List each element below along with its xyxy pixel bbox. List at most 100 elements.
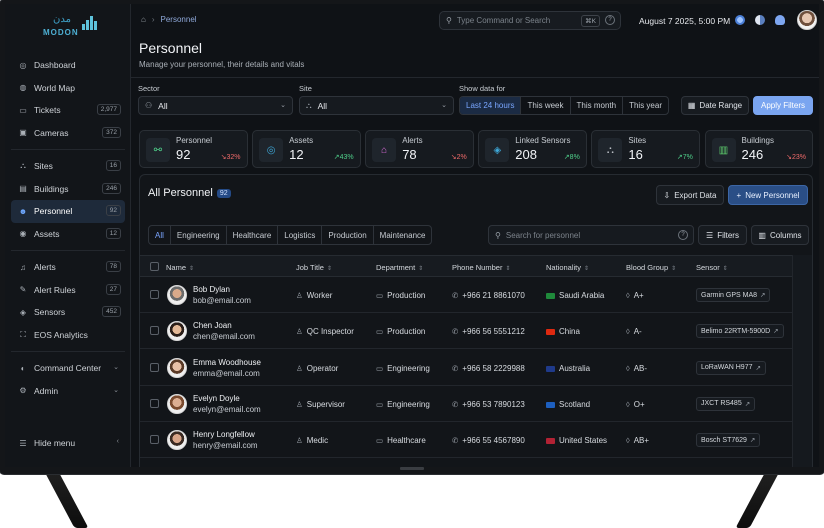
tab-healthcare[interactable]: Healthcare <box>227 226 279 244</box>
column-header-name[interactable]: Name ⇕ <box>166 263 194 272</box>
filters-button[interactable]: ☰ Filters <box>698 225 747 245</box>
tab-production[interactable]: Production <box>322 226 374 244</box>
personnel-search-input[interactable]: ⚲ Search for personnel ? <box>488 225 694 245</box>
row-checkbox[interactable] <box>150 398 159 408</box>
columns-button[interactable]: ▥ Columns <box>751 225 809 245</box>
kpi-card-alerts[interactable]: ⌂ Alerts 78 ↘2% <box>365 130 474 168</box>
department: Healthcare <box>387 436 426 446</box>
kpi-card-sites[interactable]: ⛬ Sites 16 ↗7% <box>591 130 700 168</box>
topbar: ⌂ › Personnel ⚲ Type Command or Search ⌘… <box>131 4 819 36</box>
person-name[interactable]: Evelyn Doyle <box>193 393 240 403</box>
command-search-input[interactable]: ⚲ Type Command or Search ⌘K ? <box>439 11 621 30</box>
help-icon[interactable]: ? <box>605 15 615 25</box>
building-icon: ▤ <box>19 184 27 194</box>
hide-menu-button[interactable]: ☰ Hide menu ‹ <box>11 432 125 455</box>
sort-icon: ⇕ <box>505 266 511 272</box>
sidebar-item-tickets[interactable]: ▭ Tickets 2,977 <box>11 99 125 122</box>
kpi-label: Buildings <box>741 136 774 145</box>
sidebar-item-sensors[interactable]: ◈ Sensors 452 <box>11 301 125 324</box>
user-avatar[interactable] <box>797 10 817 30</box>
person-name[interactable]: Bob Dylan <box>193 285 230 294</box>
export-data-button[interactable]: ⇩ Export Data <box>656 185 724 205</box>
help-icon[interactable]: ? <box>678 230 688 240</box>
flag-icon <box>546 293 555 299</box>
sidebar-item-eos-analytics[interactable]: ⛶ EOS Analytics <box>11 324 125 347</box>
kpi-card-personnel[interactable]: ⚯ Personnel 92 ↘32% <box>139 130 248 168</box>
table-row[interactable]: Bob Dylan bob@email.com ♙ Worker ▭ Producti… <box>140 277 812 313</box>
export-icon: ⇩ <box>663 190 671 200</box>
kpi-card-buildings[interactable]: ▥ Buildings 246 ↘23% <box>704 130 813 168</box>
range-option-this-week[interactable]: This week <box>521 97 571 114</box>
chevron-right-icon: › <box>151 15 155 24</box>
table-title: All Personnel 92 <box>148 187 231 199</box>
column-header-job-title[interactable]: Job Title ⇕ <box>296 263 332 272</box>
sensor-link[interactable]: Belimo 22RTM-5900D ↗ <box>696 324 784 339</box>
tab-engineering[interactable]: Engineering <box>171 226 227 244</box>
site-select[interactable]: ⛬ All ⌄ <box>299 96 454 115</box>
blood-group-cell: ◊ A+ <box>626 291 644 300</box>
row-checkbox[interactable] <box>150 326 159 336</box>
external-link-icon: ↗ <box>755 364 761 372</box>
column-header-nationality[interactable]: Nationality ⇕ <box>546 263 589 272</box>
tab-logistics[interactable]: Logistics <box>278 226 323 244</box>
table-row[interactable]: Evelyn Doyle evelyn@email.com ♙ Supervisor… <box>140 386 812 422</box>
kpi-card-assets[interactable]: ◎ Assets 12 ↗43% <box>252 130 361 168</box>
apply-filters-button[interactable]: Apply Filters <box>753 96 813 115</box>
globe-icon[interactable] <box>735 15 745 25</box>
phone-cell: ✆ +966 21 8861070 <box>452 291 525 300</box>
tab-all[interactable]: All <box>149 226 171 244</box>
date-range-button[interactable]: ▦ Date Range <box>681 96 749 115</box>
sidebar-item-assets[interactable]: ◉ Assets 12 <box>11 223 125 246</box>
sidebar-item-command-center[interactable]: ◐ Command Center ⌄ <box>11 357 125 380</box>
column-header-department[interactable]: Department ⇕ <box>376 263 423 272</box>
theme-toggle-icon[interactable] <box>755 15 765 25</box>
sector-select[interactable]: ⚇ All ⌄ <box>138 96 293 115</box>
sidebar-item-world-map[interactable]: ◍ World Map <box>11 77 125 100</box>
phone-icon: ✆ <box>452 363 459 373</box>
table-row[interactable]: James Madison <box>140 459 812 468</box>
kpi-card-linked-sensors[interactable]: ◈ Linked Sensors 208 ↗8% <box>478 130 587 168</box>
row-checkbox[interactable] <box>150 435 159 445</box>
breadcrumb-current[interactable]: Personnel <box>160 15 197 24</box>
tab-maintenance[interactable]: Maintenance <box>379 230 426 240</box>
sensor-link[interactable]: JXCT RS485 ↗ <box>696 396 756 411</box>
column-header-phone-number[interactable]: Phone Number ⇕ <box>452 263 510 272</box>
sidebar-item-cameras[interactable]: ▣ Cameras 372 <box>11 122 125 145</box>
sort-icon: ⇕ <box>418 266 424 272</box>
person-name[interactable]: Henry Longfellow <box>193 430 255 440</box>
sidebar-item-buildings[interactable]: ▤ Buildings 246 <box>11 178 125 201</box>
sidebar-item-alerts[interactable]: ♫ Alerts 78 <box>11 256 125 279</box>
column-header-blood-group[interactable]: Blood Group ⇕ <box>626 263 676 272</box>
range-option-last-24-hours[interactable]: Last 24 hours <box>460 97 522 114</box>
sidebar-item-admin[interactable]: ⚙ Admin ⌄ <box>11 380 125 403</box>
person-name[interactable]: James Madison <box>193 467 249 468</box>
sidebar-item-personnel[interactable]: ☻ Personnel 92 <box>11 200 125 223</box>
sensor-link[interactable]: Garmin GPS MA8 ↗ <box>696 288 771 302</box>
sidebar-item-label: EOS Analytics <box>34 329 88 340</box>
row-checkbox[interactable] <box>150 362 159 372</box>
nav-divider <box>11 250 125 251</box>
person-name[interactable]: Emma Woodhouse <box>193 357 261 367</box>
person-name[interactable]: Chen Joan <box>193 321 232 331</box>
select-all-checkbox[interactable] <box>150 262 159 271</box>
sidebar-item-dashboard[interactable]: ◎ Dashboard <box>11 54 125 77</box>
sites-icon: ⛬ <box>306 100 312 110</box>
home-icon[interactable]: ⌂ <box>141 15 146 24</box>
notification-bell-icon[interactable] <box>775 15 785 25</box>
table-row[interactable]: Chen Joan chen@email.com ♙ QC Inspector ▭ P… <box>140 313 812 350</box>
new-personnel-button[interactable]: + New Personnel <box>728 185 808 205</box>
row-checkbox[interactable] <box>150 290 159 299</box>
sensor-link[interactable]: LoRaWAN H977 ↗ <box>696 360 766 375</box>
page-title: Personnel <box>139 40 203 56</box>
range-option-this-year[interactable]: This year <box>629 101 662 110</box>
table-header: Name ⇕ Job Title ⇕ Department ⇕ Phone Number ⇕ N… <box>140 255 812 277</box>
sensor-link[interactable]: Bosch ST7629 ↗ <box>696 433 761 448</box>
table-row[interactable]: Emma Woodhouse emma@email.com ♙ Operator ▭… <box>140 350 812 386</box>
sidebar-item-alert-rules[interactable]: ✎ Alert Rules 27 <box>11 279 125 302</box>
range-option-this-month[interactable]: This month <box>571 97 624 114</box>
ticket-icon: ▭ <box>19 105 27 115</box>
department: Production <box>387 291 426 300</box>
table-row[interactable]: Henry Longfellow henry@email.com ♙ Medic ▭… <box>140 422 812 459</box>
column-header-sensor[interactable]: Sensor ⇕ <box>696 263 728 272</box>
sidebar-item-sites[interactable]: ⛬ Sites 16 <box>11 155 125 178</box>
